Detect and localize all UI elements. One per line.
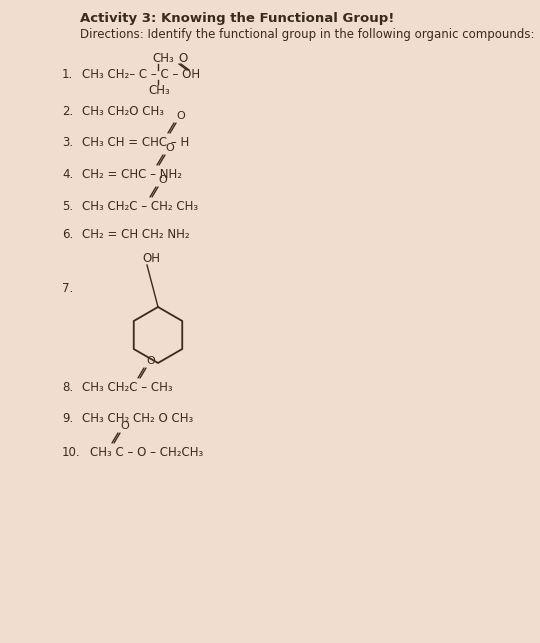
Text: 3.: 3. (62, 136, 73, 149)
Text: 5.: 5. (62, 200, 73, 213)
Text: 9.: 9. (62, 412, 73, 425)
Text: O: O (176, 111, 185, 121)
Text: 1.: 1. (62, 68, 73, 81)
Text: 10.: 10. (62, 446, 80, 459)
Text: 6.: 6. (62, 228, 73, 241)
Text: Activity 3: Knowing the Functional Group!: Activity 3: Knowing the Functional Group… (80, 12, 394, 25)
Text: O: O (146, 356, 155, 366)
Text: Directions: Identify the functional group in the following organic compounds:: Directions: Identify the functional grou… (80, 28, 535, 41)
Text: O: O (178, 52, 187, 65)
Text: CH₃ CH₂ CH₂ O CH₃: CH₃ CH₂ CH₂ O CH₃ (82, 412, 193, 425)
Text: CH₃: CH₃ (148, 84, 170, 97)
Text: 7.: 7. (62, 282, 73, 295)
Text: CH₃ CH₂C – CH₂ CH₃: CH₃ CH₂C – CH₂ CH₃ (82, 200, 198, 213)
Text: CH₃ C – O – CH₂CH₃: CH₃ C – O – CH₂CH₃ (90, 446, 203, 459)
Text: O: O (165, 143, 174, 153)
Text: 8.: 8. (62, 381, 73, 394)
Text: O: O (158, 175, 167, 185)
Text: CH₃: CH₃ (152, 52, 174, 65)
Text: CH₂ = CH CH₂ NH₂: CH₂ = CH CH₂ NH₂ (82, 228, 190, 241)
Text: 2.: 2. (62, 105, 73, 118)
Text: CH₂ = CHC – NH₂: CH₂ = CHC – NH₂ (82, 168, 182, 181)
Text: CH₃ CH = CHC – H: CH₃ CH = CHC – H (82, 136, 189, 149)
Text: O: O (120, 421, 129, 431)
Text: 4.: 4. (62, 168, 73, 181)
Text: OH: OH (142, 252, 160, 265)
Text: CH₃ CH₂– C – C – OH: CH₃ CH₂– C – C – OH (82, 68, 200, 81)
Text: CH₃ CH₂C – CH₃: CH₃ CH₂C – CH₃ (82, 381, 173, 394)
Text: CH₃ CH₂O CH₃: CH₃ CH₂O CH₃ (82, 105, 164, 118)
